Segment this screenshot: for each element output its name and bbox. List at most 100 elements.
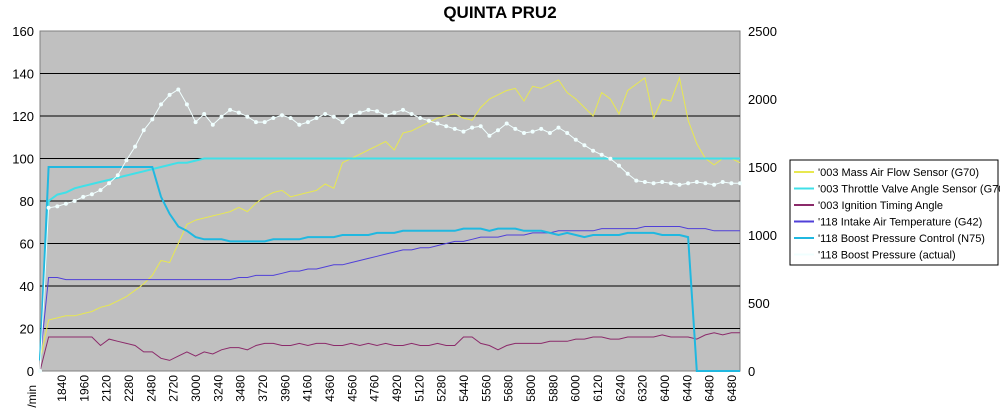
series-point xyxy=(150,117,155,122)
series-point xyxy=(202,112,207,116)
series-point xyxy=(280,113,284,118)
series-line xyxy=(39,88,740,372)
x-axis-tick-label: 3720 xyxy=(256,375,270,402)
x-axis-tick-label: 5800 xyxy=(524,375,538,402)
series-point xyxy=(236,110,241,115)
x-axis-tick-label: 3480 xyxy=(234,375,248,402)
x-axis-tick-label: 4160 xyxy=(301,375,315,402)
series-point xyxy=(565,131,570,135)
series-point xyxy=(461,129,466,134)
series-point xyxy=(63,201,68,206)
right-axis-tick-label: 1500 xyxy=(748,160,777,175)
series-point xyxy=(738,181,742,186)
right-axis-tick-label: 2000 xyxy=(748,92,777,107)
series-point xyxy=(89,192,94,197)
series-point xyxy=(703,181,708,186)
series-point xyxy=(651,181,656,186)
x-axis-tick-label: 6120 xyxy=(591,375,605,402)
x-axis-tick-label: 5120 xyxy=(412,375,426,402)
left-axis-tick-label: 60 xyxy=(20,237,34,252)
legend-label: '003 Throttle Valve Angle Sensor (G70) xyxy=(818,184,1000,196)
series-point xyxy=(331,114,336,119)
series-line xyxy=(39,166,740,372)
left-axis-tick-label: 140 xyxy=(12,67,34,82)
series-point xyxy=(634,178,639,183)
series-point xyxy=(573,137,578,142)
series-point xyxy=(133,144,138,149)
x-axis-tick-label: 2280 xyxy=(122,375,136,402)
legend-label: '118 Boost Pressure Control (N75) xyxy=(818,233,985,245)
x-axis-label: /min xyxy=(25,385,39,408)
series-point xyxy=(478,124,483,129)
series-point xyxy=(487,133,492,138)
series-point xyxy=(617,163,621,168)
series-point xyxy=(81,194,86,199)
left-axis-tick-label: 40 xyxy=(20,279,34,294)
x-axis-tick-label: 4760 xyxy=(368,375,382,402)
x-axis-tick-label: 4360 xyxy=(323,375,337,402)
series-point xyxy=(314,116,319,120)
series-point xyxy=(107,181,112,186)
right-axis-tick-label: 1000 xyxy=(748,228,777,243)
series-point xyxy=(729,181,734,186)
left-axis-tick-label: 120 xyxy=(12,109,34,124)
x-axis-tick-label: 1840 xyxy=(55,375,69,402)
x-axis-tick-label: 6320 xyxy=(636,375,650,402)
x-axis-tick-label: 5440 xyxy=(457,375,471,402)
x-axis-tick-label: 5280 xyxy=(435,375,449,402)
x-axis-tick-label: 3960 xyxy=(278,375,292,402)
series-point xyxy=(349,113,354,118)
series-point xyxy=(184,102,189,107)
x-axis-tick-label: 6440 xyxy=(680,375,694,402)
series-point xyxy=(115,173,120,178)
series-layer xyxy=(38,75,742,373)
x-axis-tick-label: 5880 xyxy=(546,375,560,402)
series-point xyxy=(271,116,276,120)
right-axis-tick-label: 2500 xyxy=(748,24,777,39)
x-axis-tick-label: 6480 xyxy=(725,375,739,402)
series-point xyxy=(141,128,146,133)
series-point xyxy=(504,121,509,126)
chart-title: QUINTA PRU2 xyxy=(443,3,556,22)
series-point xyxy=(124,158,129,163)
series-point xyxy=(357,110,362,115)
x-axis-tick-label: 2120 xyxy=(100,375,114,402)
series-point xyxy=(401,107,405,112)
series-point xyxy=(46,205,51,210)
series-point xyxy=(522,131,526,135)
series-point xyxy=(642,180,647,184)
series-point xyxy=(668,181,673,186)
series-point xyxy=(712,182,717,187)
x-axis-tick-label: 6400 xyxy=(658,375,672,402)
x-axis-tick-label: 3240 xyxy=(211,375,225,402)
right-axis-tick-label: 0 xyxy=(748,364,755,379)
x-axis: /min 1840 1960 2120 2280 2480 2720 3000 3240 3480… xyxy=(25,375,739,408)
series-point xyxy=(470,125,475,130)
series-point xyxy=(245,114,250,119)
left-axis-tick-label: 160 xyxy=(12,24,34,39)
series-point xyxy=(608,156,613,161)
series-line xyxy=(39,332,740,372)
series-point xyxy=(556,125,561,130)
left-axis-tick-label: 0 xyxy=(27,364,34,379)
series-point xyxy=(591,148,596,153)
left-axis-tick-label: 100 xyxy=(12,152,34,167)
series-point xyxy=(38,369,42,373)
series-point xyxy=(686,181,691,186)
x-axis-tick-label: 5560 xyxy=(479,375,493,402)
legend: '003 Mass Air Flow Sensor (G70) '003 Thro… xyxy=(789,159,1000,266)
series-point xyxy=(496,128,500,133)
x-axis-tick-label: 4560 xyxy=(345,375,359,402)
legend-label: '003 Ignition Timing Angle xyxy=(818,200,943,212)
series-point xyxy=(297,122,302,127)
series-point xyxy=(366,107,371,112)
left-axis: 0 20 40 60 80 100 120 140 160 xyxy=(12,24,34,379)
right-axis-tick-label: 500 xyxy=(748,296,770,311)
series-point xyxy=(305,120,310,125)
series-point xyxy=(262,120,267,125)
series-point xyxy=(435,121,440,126)
x-axis-tick-label: 2720 xyxy=(167,375,181,402)
series-point xyxy=(452,126,457,131)
x-axis-tick-label: 6480 xyxy=(703,375,717,402)
series-point xyxy=(582,143,587,148)
